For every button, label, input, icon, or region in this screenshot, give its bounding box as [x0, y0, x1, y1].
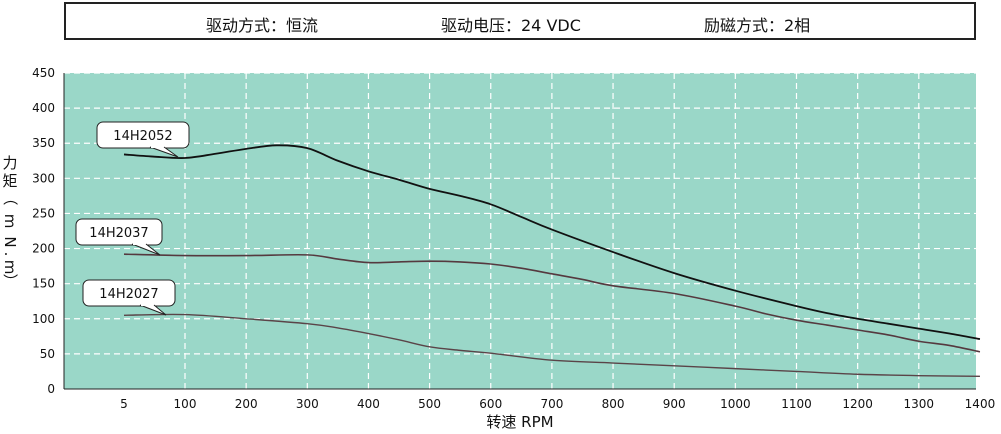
- callout-14H2052: 14H2052: [96, 121, 190, 158]
- axes: 0 50 100 150 200 250 300 350 400 450 5 100 200 300 400…: [32, 66, 995, 411]
- x-tick-label: 300: [296, 397, 319, 411]
- y-tick-label: 350: [32, 136, 55, 150]
- series-line-14H2027: [123, 313, 980, 378]
- series-line-14H2037: [123, 253, 981, 353]
- plot-area: [64, 73, 976, 389]
- callout-box: [82, 279, 176, 307]
- y-axis-title-char: 矩: [2, 172, 17, 190]
- y-tick-label: 0: [47, 382, 55, 396]
- y-axis-title-char: m: [1, 214, 19, 229]
- callout-pointer: [139, 304, 167, 316]
- callout-14H2037: 14H2037: [75, 218, 163, 256]
- drive-voltage-label: 驱动电压：24 VDC: [441, 16, 581, 35]
- x-tick-label: 600: [479, 397, 502, 411]
- x-tick-label: 200: [235, 397, 258, 411]
- x-tick-label: 5: [120, 397, 128, 411]
- callout-box: [96, 121, 190, 149]
- x-tick-label: 1100: [781, 397, 812, 411]
- x-tick-label: 400: [357, 397, 380, 411]
- y-axis-title-char: N: [1, 236, 19, 247]
- y-tick-label: 200: [32, 242, 55, 256]
- series-line-14H2052: [123, 144, 981, 341]
- y-tick-label: 300: [32, 171, 55, 185]
- x-tick-label: 500: [418, 397, 441, 411]
- series-group: [123, 144, 981, 378]
- header-box: 驱动方式：恒流 驱动电压：24 VDC 励磁方式：2相: [64, 2, 976, 40]
- x-tick-label: 900: [663, 397, 686, 411]
- y-tick-label: 400: [32, 101, 55, 115]
- y-tick-label: 450: [32, 66, 55, 80]
- y-axis-title-char: 力: [2, 154, 17, 172]
- callout-label: 14H2027: [99, 287, 158, 302]
- x-tick-label: 1000: [720, 397, 751, 411]
- x-tick-label: 700: [540, 397, 563, 411]
- y-axis-title-char: ）: [1, 273, 19, 288]
- y-axis-title-char: m: [1, 260, 19, 275]
- y-tick-label: 50: [40, 347, 55, 361]
- x-tick-label: 1300: [904, 397, 935, 411]
- excitation-mode-label: 励磁方式：2相: [704, 16, 811, 35]
- callouts: 14H2052 14H2037 14H2027: [75, 121, 190, 316]
- y-tick-label: 150: [32, 277, 55, 291]
- x-axis-title: 转速 RPM: [486, 413, 553, 431]
- callout-pointer: [149, 146, 179, 158]
- callout-pointer: [131, 243, 161, 256]
- callout-label: 14H2052: [113, 129, 172, 144]
- x-tick-label: 1200: [842, 397, 873, 411]
- y-axis-title: 力矩（mN.m）: [1, 154, 19, 289]
- callout-label: 14H2037: [89, 226, 148, 241]
- grid: [64, 72, 981, 389]
- x-tick-label: 100: [174, 397, 197, 411]
- y-tick-label: 100: [32, 312, 55, 326]
- drive-mode-label: 驱动方式：恒流: [206, 16, 319, 35]
- x-tick-label: 800: [602, 397, 625, 411]
- callout-box: [75, 218, 163, 246]
- y-axis-title-char: .: [1, 252, 19, 257]
- y-axis-title-char: （: [1, 190, 19, 205]
- callout-14H2027: 14H2027: [82, 279, 176, 316]
- x-tick-label: 1400: [965, 397, 996, 411]
- y-tick-label: 250: [32, 206, 55, 220]
